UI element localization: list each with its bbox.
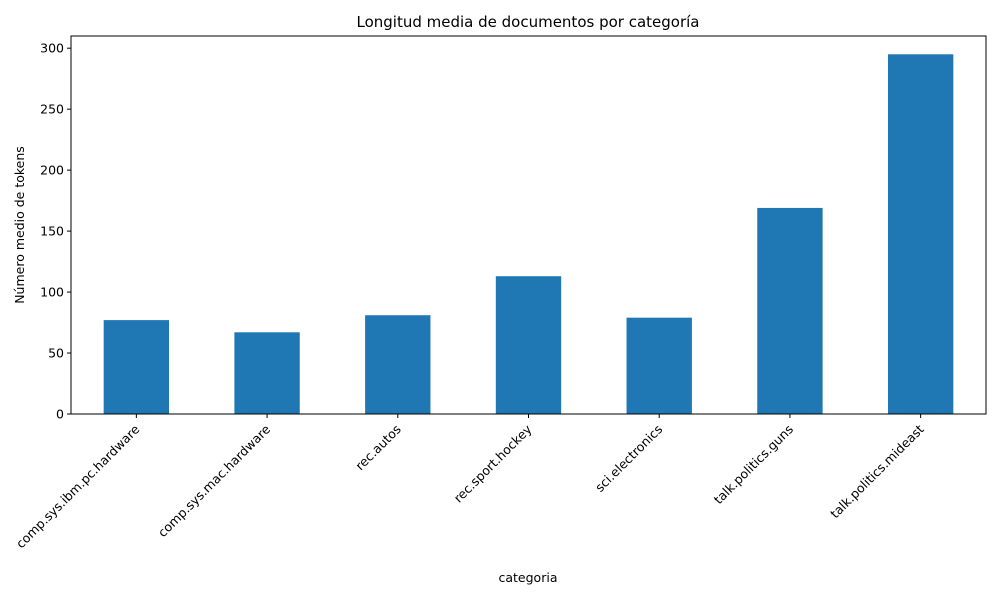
y-tick-label: 250 <box>40 102 64 117</box>
x-axis-title: categoria <box>499 570 558 585</box>
x-axis-ticks: comp.sys.ibm.pc.hardware comp.sys.mac.har… <box>13 414 927 551</box>
bar-rec.autos <box>365 315 431 414</box>
x-tick-label: sci.electronics <box>592 422 665 495</box>
x-tick-label: comp.sys.ibm.pc.hardware <box>13 421 143 551</box>
y-tick-label: 0 <box>56 407 64 422</box>
y-tick-label: 100 <box>40 285 64 300</box>
x-tick-label: comp.sys.mac.hardware <box>155 421 274 540</box>
x-tick-label: talk.politics.guns <box>711 422 796 507</box>
x-tick-label: talk.politics.mideast <box>827 421 927 521</box>
y-tick-label: 200 <box>40 163 64 178</box>
bar-comp.sys.mac.hardware <box>234 332 300 414</box>
bar-sci.electronics <box>626 317 692 414</box>
y-tick-label: 300 <box>40 41 64 56</box>
y-axis-ticks: 0 50 100 150 200 250 300 <box>40 41 71 422</box>
plot-frame <box>70 35 987 415</box>
bar-talk.politics.mideast <box>887 54 954 415</box>
chart-title: Longitud media de documentos por categor… <box>356 13 699 31</box>
y-tick-label: 50 <box>48 346 64 361</box>
bar-talk.politics.guns <box>757 207 823 414</box>
bar-comp.sys.ibm.pc.hardware <box>103 320 170 414</box>
bars-group <box>103 54 954 415</box>
y-axis-title: Número medio de tokens <box>12 146 27 304</box>
y-tick-label: 150 <box>40 224 64 239</box>
x-tick-label: rec.sport.hockey <box>451 421 535 505</box>
bar-rec.sport.hockey <box>495 276 562 414</box>
x-tick-label: rec.autos <box>352 422 404 474</box>
